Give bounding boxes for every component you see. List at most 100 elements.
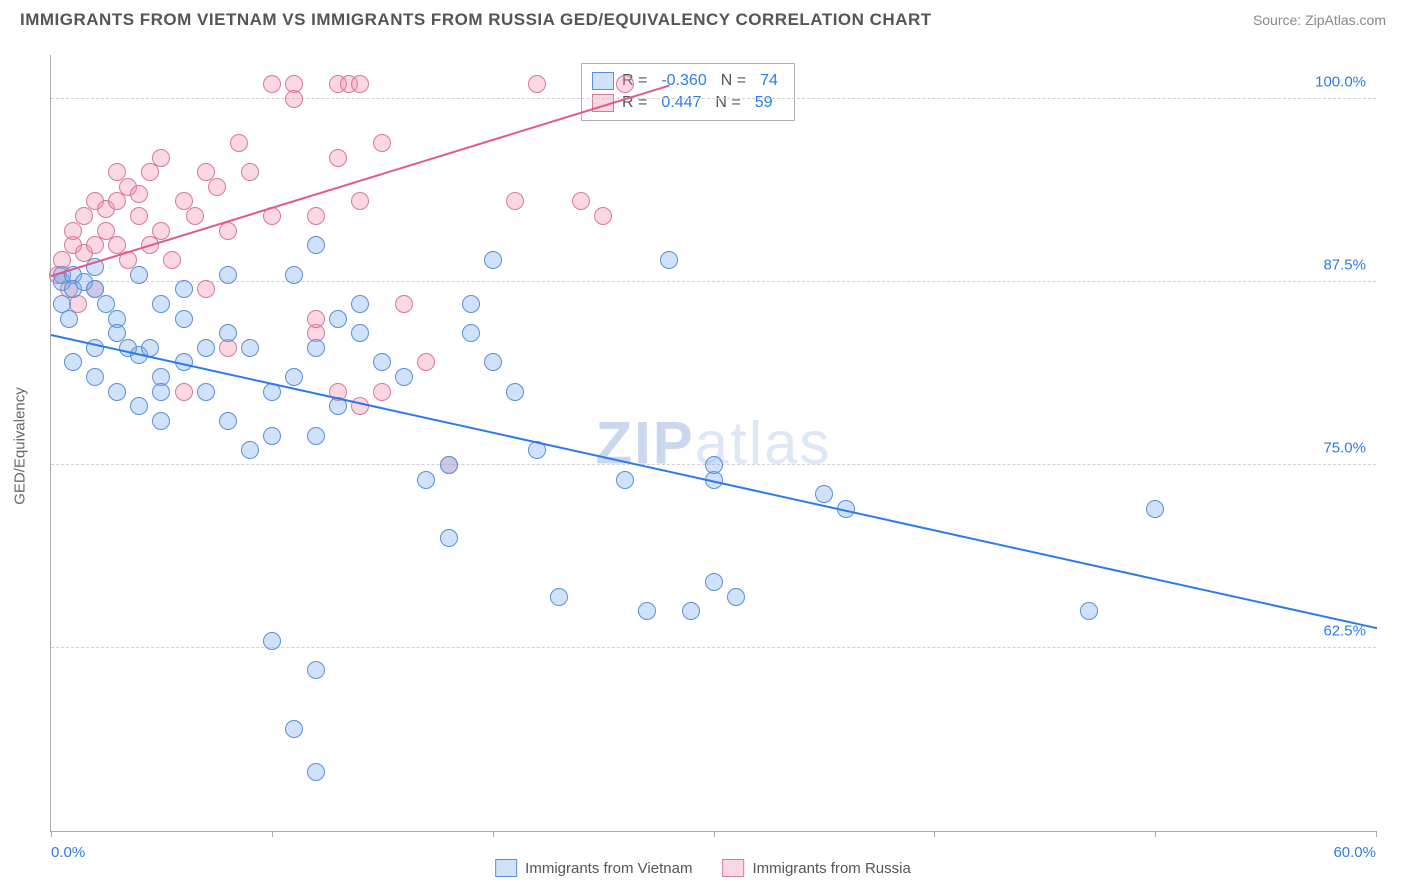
vietnam-point [219,324,237,342]
vietnam-point [462,295,480,313]
vietnam-point [60,310,78,328]
vietnam-point [395,368,413,386]
vietnam-point [307,763,325,781]
vietnam-point [197,339,215,357]
legend-label-vietnam: Immigrants from Vietnam [525,860,692,877]
gridline [51,98,1376,99]
x-tick [493,831,494,837]
russia-point [208,178,226,196]
vietnam-point [263,427,281,445]
legend-swatch-russia [722,859,744,877]
russia-point [616,75,634,93]
russia-point [329,149,347,167]
russia-point [351,75,369,93]
vietnam-point [175,280,193,298]
x-tick [714,831,715,837]
russia-point [241,163,259,181]
x-tick [1155,831,1156,837]
y-tick-label: 75.0% [1323,439,1366,456]
russia-point [373,134,391,152]
vietnam-point [307,339,325,357]
russia-point [130,207,148,225]
vietnam-point [152,412,170,430]
vietnam-point [108,324,126,342]
vietnam-point [285,720,303,738]
russia-point [230,134,248,152]
vietnam-point [152,383,170,401]
swatch-vietnam [592,72,614,90]
vietnam-point [263,632,281,650]
y-axis-title: GED/Equivalency [12,387,29,505]
vietnam-point [440,456,458,474]
gridline [51,281,1376,282]
vietnam-point [705,573,723,591]
russia-point [186,207,204,225]
vietnam-point [307,661,325,679]
russia-point [594,207,612,225]
source-label: Source: ZipAtlas.com [1253,12,1386,28]
vietnam-point [241,441,259,459]
vietnam-point [307,427,325,445]
russia-point [395,295,413,313]
legend-swatch-vietnam [495,859,517,877]
vietnam-point [130,397,148,415]
vietnam-point [152,295,170,313]
russia-point [307,207,325,225]
legend-item-vietnam: Immigrants from Vietnam [495,859,692,877]
vietnam-point [219,266,237,284]
russia-point [108,192,126,210]
vietnam-point [130,266,148,284]
russia-point [506,192,524,210]
vietnam-point [484,251,502,269]
gridline [51,647,1376,648]
x-tick [51,831,52,837]
russia-point [417,353,435,371]
vietnam-point [241,339,259,357]
x-axis-max-label: 60.0% [1333,844,1376,861]
russia-point [130,185,148,203]
x-tick [272,831,273,837]
vietnam-point [616,471,634,489]
vietnam-point [815,485,833,503]
stats-row-russia: R = 0.447 N = 59 [592,92,784,114]
russia-point [175,383,193,401]
vietnam-point [550,588,568,606]
russia-point [163,251,181,269]
bottom-legend: Immigrants from Vietnam Immigrants from … [495,859,911,877]
russia-point [351,192,369,210]
vietnam-point [285,266,303,284]
russia-point [572,192,590,210]
chart-plot-area: ZIPatlas R = -0.360 N = 74 R = 0.447 N =… [50,55,1376,832]
vietnam-point [1146,500,1164,518]
x-axis-min-label: 0.0% [51,844,85,861]
russia-point [197,280,215,298]
y-tick-label: 87.5% [1323,256,1366,273]
x-tick [934,831,935,837]
vietnam-point [351,324,369,342]
russia-point [373,383,391,401]
russia-point [141,163,159,181]
x-tick [1376,831,1377,837]
vietnam-point [705,456,723,474]
legend-item-russia: Immigrants from Russia [722,859,910,877]
vietnam-point [484,353,502,371]
vietnam-point [506,383,524,401]
vietnam-point [417,471,435,489]
legend-label-russia: Immigrants from Russia [752,860,910,877]
russia-point [75,207,93,225]
chart-title: IMMIGRANTS FROM VIETNAM VS IMMIGRANTS FR… [20,10,932,30]
russia-point [263,75,281,93]
vietnam-point [329,310,347,328]
stats-legend-box: R = -0.360 N = 74 R = 0.447 N = 59 [581,63,795,121]
vietnam-point [175,310,193,328]
vietnam-point [307,236,325,254]
vietnam-point [1080,602,1098,620]
vietnam-point [727,588,745,606]
vietnam-point [197,383,215,401]
russia-point [528,75,546,93]
vietnam-point [351,295,369,313]
vietnam-point [285,368,303,386]
russia-trendline [51,84,670,276]
vietnam-point [682,602,700,620]
vietnam-point [219,412,237,430]
